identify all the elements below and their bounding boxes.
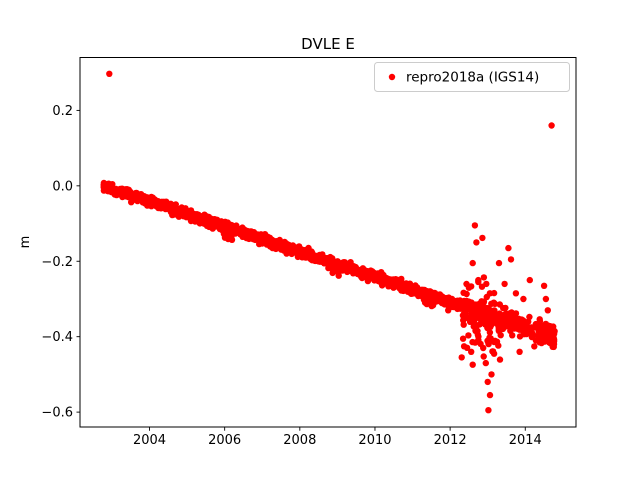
svg-text:−0.6: −0.6 (41, 406, 73, 421)
svg-text:−0.4: −0.4 (41, 330, 73, 345)
svg-text:2012: 2012 (434, 433, 467, 448)
svg-text:0.2: 0.2 (52, 104, 73, 119)
legend: repro2018a (IGS14) (374, 62, 570, 92)
svg-text:2014: 2014 (509, 433, 542, 448)
legend-frame (374, 62, 570, 92)
svg-text:0.0: 0.0 (52, 179, 73, 194)
tick-layer: 2004 2006 2008 2010 2012 2014 −0.6 −0.4 −0.2 0.0 0… (41, 104, 541, 448)
svg-text:2010: 2010 (358, 433, 391, 448)
svg-text:2004: 2004 (133, 433, 166, 448)
axes-frame (79, 57, 577, 428)
plot-title: DVLE E (301, 35, 355, 53)
legend-label: repro2018a (IGS14) (406, 70, 539, 86)
legend-marker (388, 73, 396, 81)
svg-text:2008: 2008 (283, 433, 316, 448)
y-axis-label: m (18, 236, 33, 249)
points-layer (100, 70, 558, 414)
svg-text:2006: 2006 (208, 433, 241, 448)
svg-text:−0.2: −0.2 (41, 255, 73, 270)
